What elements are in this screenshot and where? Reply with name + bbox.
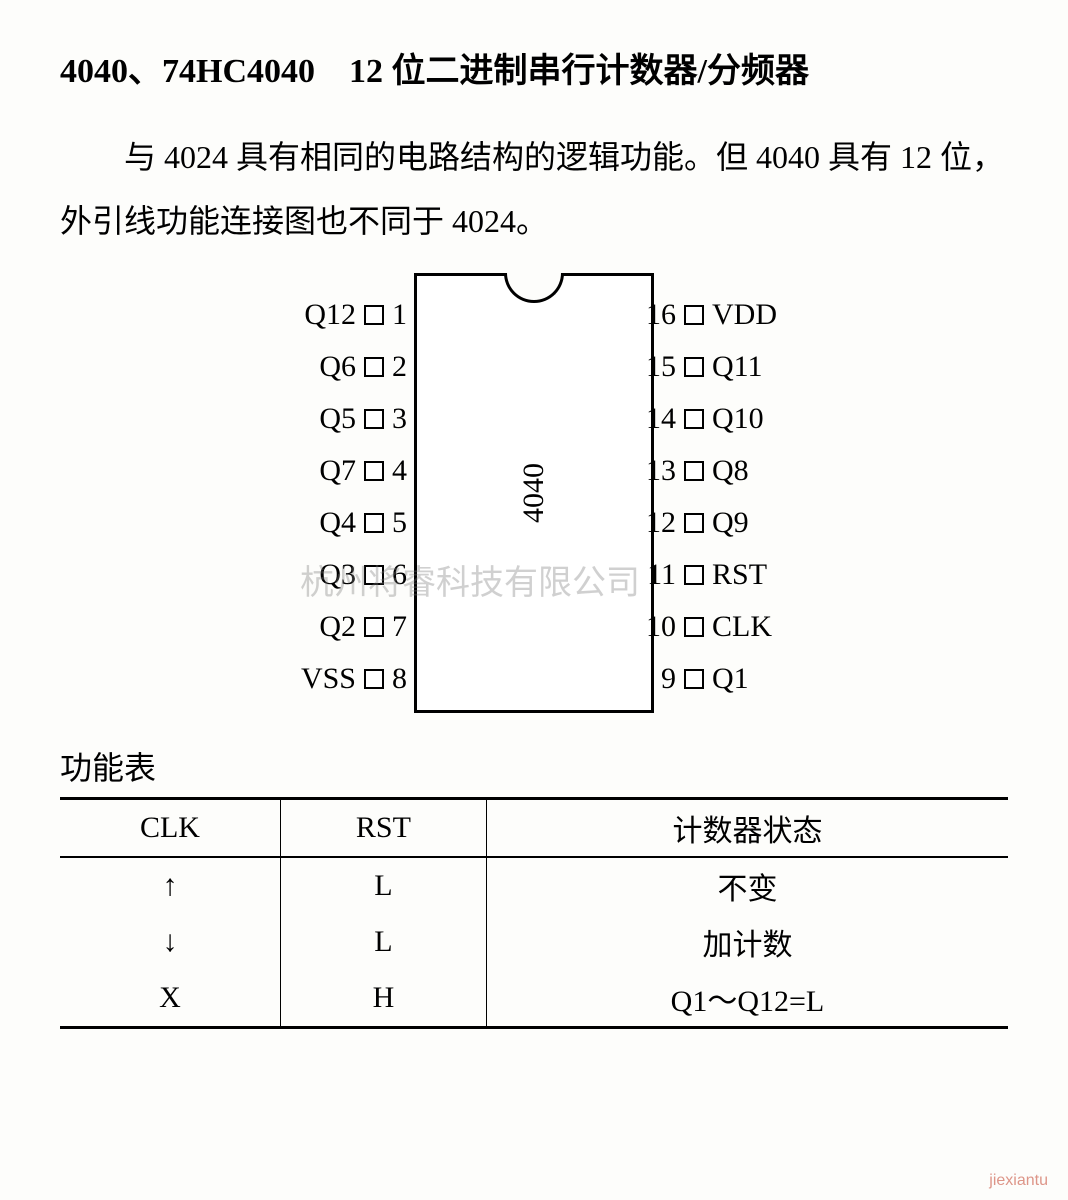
footer-watermark: jiexiantu bbox=[989, 1172, 1048, 1190]
pin-right-16: 16 VDD bbox=[514, 297, 814, 333]
pin-right-14: 14 Q10 bbox=[514, 401, 814, 437]
table-cell: ↑ bbox=[60, 857, 280, 914]
description-text: 与 4024 具有相同的电路结构的逻辑功能。但 4040 具有 12 位，外引线… bbox=[60, 125, 1008, 253]
table-cell: H bbox=[280, 970, 486, 1028]
function-table: CLKRST计数器状态 ↑L不变↓L加计数XHQ1～Q12=L bbox=[60, 797, 1008, 1029]
table-header-cell: RST bbox=[280, 798, 486, 857]
pin-number: 9 bbox=[644, 662, 684, 696]
pin-label: Q10 bbox=[704, 402, 814, 436]
table-row: XHQ1～Q12=L bbox=[60, 970, 1008, 1028]
pin-right-15: 15 Q11 bbox=[514, 349, 814, 385]
table-cell: X bbox=[60, 970, 280, 1028]
pin-box-icon bbox=[364, 305, 384, 325]
pin-left-8: VSS 8 bbox=[254, 661, 554, 697]
pin-label: Q6 bbox=[254, 350, 364, 384]
pin-right-10: 10 CLK bbox=[514, 609, 814, 645]
pin-label: Q1 bbox=[704, 662, 814, 696]
pin-number: 2 bbox=[384, 350, 424, 384]
pin-label: CLK bbox=[704, 610, 814, 644]
pin-label: Q9 bbox=[704, 506, 814, 540]
pin-box-icon bbox=[684, 305, 704, 325]
pin-number: 3 bbox=[384, 402, 424, 436]
table-cell: 加计数 bbox=[486, 914, 1008, 970]
pin-box-icon bbox=[364, 409, 384, 429]
pin-label: Q3 bbox=[254, 558, 364, 592]
pin-left-6: Q3 6 bbox=[254, 557, 554, 593]
table-cell: ↓ bbox=[60, 914, 280, 970]
pin-label: VSS bbox=[254, 662, 364, 696]
table-cell: L bbox=[280, 914, 486, 970]
pin-label: Q4 bbox=[254, 506, 364, 540]
pin-number: 12 bbox=[644, 506, 684, 540]
function-table-title: 功能表 bbox=[60, 743, 1008, 789]
pin-label: VDD bbox=[704, 298, 814, 332]
pin-right-11: 11 RST bbox=[514, 557, 814, 593]
pin-number: 10 bbox=[644, 610, 684, 644]
pin-box-icon bbox=[684, 409, 704, 429]
pin-label: Q11 bbox=[704, 350, 814, 384]
table-cell: 不变 bbox=[486, 857, 1008, 914]
table-cell: Q1～Q12=L bbox=[486, 970, 1008, 1028]
pin-number: 6 bbox=[384, 558, 424, 592]
pin-label: Q2 bbox=[254, 610, 364, 644]
pin-left-3: Q5 3 bbox=[254, 401, 554, 437]
pin-left-4: Q7 4 bbox=[254, 453, 554, 489]
pin-label: Q12 bbox=[254, 298, 364, 332]
table-cell: L bbox=[280, 857, 486, 914]
table-header-cell: CLK bbox=[60, 798, 280, 857]
pin-number: 15 bbox=[644, 350, 684, 384]
chip-diagram: 4040 Q12 1 Q6 2 Q5 3 Q7 4 Q4 5 Q3 6 Q2 7 VSS 8 16 VDD 15 Q1… bbox=[60, 273, 1008, 713]
pin-box-icon bbox=[364, 565, 384, 585]
table-row: ↓L加计数 bbox=[60, 914, 1008, 970]
pin-box-icon bbox=[684, 617, 704, 637]
pin-right-9: 9 Q1 bbox=[514, 661, 814, 697]
pin-box-icon bbox=[684, 357, 704, 377]
pin-number: 14 bbox=[644, 402, 684, 436]
pin-box-icon bbox=[364, 461, 384, 481]
pin-number: 7 bbox=[384, 610, 424, 644]
pin-label: Q7 bbox=[254, 454, 364, 488]
pin-label: Q8 bbox=[704, 454, 814, 488]
pin-number: 1 bbox=[384, 298, 424, 332]
pin-number: 13 bbox=[644, 454, 684, 488]
pin-number: 4 bbox=[384, 454, 424, 488]
pin-box-icon bbox=[364, 513, 384, 533]
pin-box-icon bbox=[684, 565, 704, 585]
pin-number: 11 bbox=[644, 558, 684, 592]
pin-box-icon bbox=[684, 669, 704, 689]
pin-left-7: Q2 7 bbox=[254, 609, 554, 645]
pin-box-icon bbox=[684, 513, 704, 533]
pin-box-icon bbox=[364, 357, 384, 377]
pin-left-5: Q4 5 bbox=[254, 505, 554, 541]
pin-right-12: 12 Q9 bbox=[514, 505, 814, 541]
pin-number: 8 bbox=[384, 662, 424, 696]
pin-right-13: 13 Q8 bbox=[514, 453, 814, 489]
pin-label: RST bbox=[704, 558, 814, 592]
pin-label: Q5 bbox=[254, 402, 364, 436]
chip-body: 4040 bbox=[414, 273, 654, 713]
table-row: ↑L不变 bbox=[60, 857, 1008, 914]
pin-box-icon bbox=[364, 669, 384, 689]
pin-left-1: Q12 1 bbox=[254, 297, 554, 333]
pin-box-icon bbox=[684, 461, 704, 481]
pin-number: 5 bbox=[384, 506, 424, 540]
pin-box-icon bbox=[364, 617, 384, 637]
page-title: 4040、74HC4040 12 位二进制串行计数器/分频器 bbox=[60, 40, 1008, 105]
pin-left-2: Q6 2 bbox=[254, 349, 554, 385]
table-header-cell: 计数器状态 bbox=[486, 798, 1008, 857]
pin-number: 16 bbox=[644, 298, 684, 332]
